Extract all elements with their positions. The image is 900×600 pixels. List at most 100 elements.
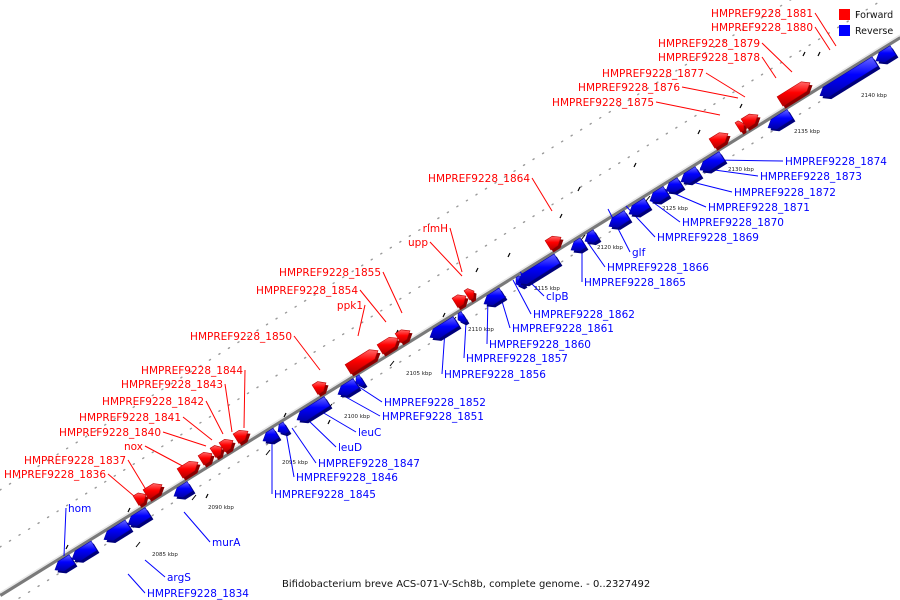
gene-label-hmpref9228-1869[interactable]: HMPREF9228_1869 xyxy=(657,232,759,244)
leader-hmpref9228-1851 xyxy=(343,395,381,417)
gene-label-upp[interactable]: upp xyxy=(408,237,428,249)
gene-label-hmpref9228-1854[interactable]: HMPREF9228_1854 xyxy=(256,285,358,297)
gene-label-hmpref9228-1834[interactable]: HMPREF9228_1834 xyxy=(147,588,249,600)
track-marker xyxy=(697,129,701,135)
leader-hmpref9228-1864 xyxy=(531,177,553,212)
reverse-gene-6 xyxy=(262,427,280,443)
tick-label-2105-kbp: 2105 kbp xyxy=(406,371,432,377)
track-marker xyxy=(205,493,209,499)
tick-mark xyxy=(580,234,586,241)
gene-label-args[interactable]: argS xyxy=(167,572,191,584)
gene-label-hmpref9228-1857[interactable]: HMPREF9228_1857 xyxy=(466,353,568,365)
axis-highlight xyxy=(0,34,900,594)
tick-label-2120-kbp: 2120 kbp xyxy=(597,245,623,251)
gene-label-clpb[interactable]: clpB xyxy=(546,291,569,303)
forward-gene-14 xyxy=(544,235,562,251)
gene-label-hom[interactable]: hom xyxy=(68,503,91,515)
gene-label-hmpref9228-1851[interactable]: HMPREF9228_1851 xyxy=(382,411,484,423)
gene-label-hmpref9228-1875[interactable]: HMPREF9228_1875 xyxy=(552,97,654,109)
leader-hmpref9228-1877 xyxy=(705,72,746,98)
track-marker xyxy=(559,213,563,219)
gene-label-hmpref9228-1852[interactable]: HMPREF9228_1852 xyxy=(384,397,486,409)
gene-label-hmpref9228-1876[interactable]: HMPREF9228_1876 xyxy=(578,82,680,94)
leader-hmpref9228-1852 xyxy=(355,384,383,403)
reverse-gene-12 xyxy=(457,311,468,324)
reverse-gene-2 xyxy=(71,540,98,561)
gene-label-mura[interactable]: murA xyxy=(212,537,241,549)
gene-label-hmpref9228-1874[interactable]: HMPREF9228_1874 xyxy=(785,156,887,168)
gene-label-leuc[interactable]: leuC xyxy=(358,427,381,439)
gene-label-hmpref9228-1846[interactable]: HMPREF9228_1846 xyxy=(296,472,398,484)
leader-hmpref9228-1881 xyxy=(814,12,837,47)
gene-label-hmpref9228-1864[interactable]: HMPREF9228_1864 xyxy=(428,173,530,185)
leader-hmpref9228-1862 xyxy=(512,279,532,315)
gene-label-hmpref9228-1840[interactable]: HMPREF9228_1840 xyxy=(59,427,161,439)
gene-label-hmpref9228-1872[interactable]: HMPREF9228_1872 xyxy=(734,187,836,199)
track-marker xyxy=(283,412,287,418)
reverse-gene-7 xyxy=(277,421,290,435)
track-marker xyxy=(739,103,743,109)
gene-label-hmpref9228-1841[interactable]: HMPREF9228_1841 xyxy=(79,412,181,424)
forward-gene-18 xyxy=(776,81,811,107)
gene-label-hmpref9228-1843[interactable]: HMPREF9228_1843 xyxy=(121,379,223,391)
gene-label-leud[interactable]: leuD xyxy=(338,442,362,454)
gene-label-hmpref9228-1871[interactable]: HMPREF9228_1871 xyxy=(708,202,810,214)
gene-label-hmpref9228-1880[interactable]: HMPREF9228_1880 xyxy=(711,22,813,34)
gene-label-hmpref9228-1842[interactable]: HMPREF9228_1842 xyxy=(102,396,204,408)
leader-ppk1 xyxy=(357,304,366,337)
gene-label-hmpref9228-1877[interactable]: HMPREF9228_1877 xyxy=(602,68,704,80)
gene-label-hmpref9228-1850[interactable]: HMPREF9228_1850 xyxy=(190,331,292,343)
leader-hmpref9228-1840 xyxy=(162,431,207,447)
gene-label-hmpref9228-1855[interactable]: HMPREF9228_1855 xyxy=(279,267,381,279)
forward-gene-9 xyxy=(344,349,379,375)
reverse-gene-10 xyxy=(355,374,366,387)
gene-label-hmpref9228-1873[interactable]: HMPREF9228_1873 xyxy=(760,171,862,183)
gene-label-ppk1[interactable]: ppk1 xyxy=(337,300,363,312)
leader-rlmh xyxy=(449,227,463,273)
forward-gene-12 xyxy=(451,294,467,309)
gene-label-hmpref9228-1860[interactable]: HMPREF9228_1860 xyxy=(489,339,591,351)
gene-label-hmpref9228-1845[interactable]: HMPREF9228_1845 xyxy=(274,489,376,501)
gene-label-hmpref9228-1837[interactable]: HMPREF9228_1837 xyxy=(24,455,126,467)
reverse-gene-11 xyxy=(429,316,460,339)
gene-label-hmpref9228-1861[interactable]: HMPREF9228_1861 xyxy=(512,323,614,335)
gene-label-hmpref9228-1856[interactable]: HMPREF9228_1856 xyxy=(444,369,546,381)
leader-hmpref9228-1874 xyxy=(713,159,784,162)
leader-hom xyxy=(63,507,67,557)
track-marker xyxy=(633,162,637,168)
reverse-gene-16 xyxy=(570,237,587,252)
reverse-gene-5 xyxy=(173,481,194,498)
leader-hmpref9228-1844 xyxy=(243,369,246,429)
tick-label-2095-kbp: 2095 kbp xyxy=(282,460,308,466)
legend-forward-swatch xyxy=(839,9,850,20)
reverse-gene-21 xyxy=(665,177,684,193)
gene-label-hmpref9228-1836[interactable]: HMPREF9228_1836 xyxy=(4,469,106,481)
track-marker xyxy=(65,544,69,550)
reverse-gene-8 xyxy=(296,396,331,422)
gene-label-hmpref9228-1865[interactable]: HMPREF9228_1865 xyxy=(584,277,686,289)
gene-label-hmpref9228-1847[interactable]: HMPREF9228_1847 xyxy=(318,458,420,470)
gene-label-rlmh[interactable]: rlmH xyxy=(423,223,448,235)
genome-axis xyxy=(0,34,900,597)
tick-label-2135-kbp: 2135 kbp xyxy=(794,129,820,135)
gene-label-hmpref9228-1844[interactable]: HMPREF9228_1844 xyxy=(141,365,243,377)
gene-label-glf[interactable]: glf xyxy=(632,247,646,259)
gene-label-hmpref9228-1862[interactable]: HMPREF9228_1862 xyxy=(533,309,635,321)
tick-marks: 2085 kbp 2090 kbp 2095 kbp 2100 kbp 2105 kbp… xyxy=(65,51,887,558)
leader-hmpref9228-1879 xyxy=(761,42,793,73)
gene-label-hmpref9228-1866[interactable]: HMPREF9228_1866 xyxy=(607,262,709,274)
reverse-gene-15 xyxy=(517,253,561,285)
forward-gene-7 xyxy=(232,429,249,444)
leader-hmpref9228-1837 xyxy=(127,459,149,494)
legend-reverse-label: Reverse xyxy=(855,26,893,37)
gene-label-hmpref9228-1881[interactable]: HMPREF9228_1881 xyxy=(711,8,813,20)
gene-label-hmpref9228-1870[interactable]: HMPREF9228_1870 xyxy=(682,217,784,229)
gene-label-nox[interactable]: nox xyxy=(124,441,143,453)
tick-label-2115-kbp: 2115 kbp xyxy=(534,286,560,292)
forward-gene-10 xyxy=(376,336,399,355)
gene-label-hmpref9228-1878[interactable]: HMPREF9228_1878 xyxy=(658,52,760,64)
forward-gene-8 xyxy=(311,381,327,395)
reverse-gene-24 xyxy=(767,109,794,130)
gene-label-hmpref9228-1879[interactable]: HMPREF9228_1879 xyxy=(658,38,760,50)
